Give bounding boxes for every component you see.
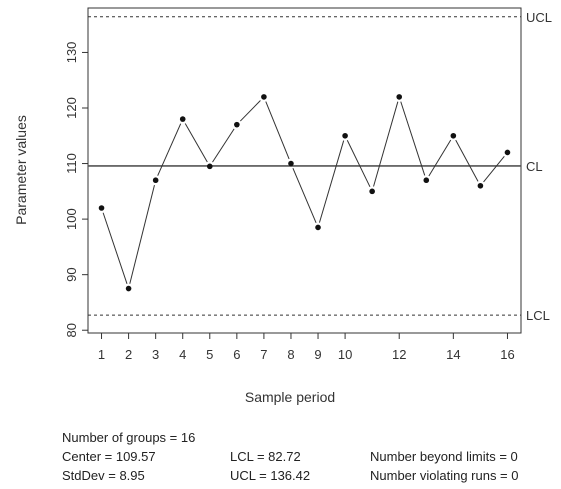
x-tick-label: 5: [206, 347, 213, 362]
cl-label: CL: [526, 159, 543, 174]
y-tick-label: 120: [64, 97, 79, 119]
data-point: [179, 116, 186, 122]
stat-beyond-limits: Number beyond limits = 0: [370, 449, 518, 464]
x-axis-label: Sample period: [245, 389, 335, 405]
x-tick-label: 9: [314, 347, 321, 362]
data-point: [152, 177, 159, 184]
ucl-label: UCL: [526, 10, 552, 25]
x-tick-label: 3: [152, 347, 159, 362]
x-tick-label: 12: [392, 347, 406, 362]
data-point: [98, 205, 105, 211]
series-segment: [373, 101, 399, 187]
y-axis: 80 90 100 110 120 130: [64, 42, 88, 337]
series-segment: [455, 139, 479, 182]
y-tick-label: 130: [64, 42, 79, 64]
y-tick-label: 110: [64, 153, 79, 174]
data-point: [477, 182, 484, 189]
stat-center: Center = 109.57: [62, 449, 156, 464]
series-segment: [212, 128, 235, 163]
data-point: [261, 94, 267, 100]
series-segment: [483, 156, 505, 183]
x-tick-label: 10: [338, 347, 352, 362]
data-series: [98, 94, 511, 292]
y-tick-label: 100: [64, 208, 79, 230]
stat-groups: Number of groups = 16: [62, 430, 196, 445]
y-tick-label: 90: [64, 267, 79, 281]
data-point: [450, 132, 457, 139]
data-point: [315, 224, 321, 231]
data-point: [206, 163, 213, 170]
data-point: [369, 188, 375, 195]
data-point: [342, 132, 348, 139]
data-point: [504, 149, 511, 156]
stat-lcl: LCL = 82.72: [230, 449, 301, 464]
series-segment: [346, 140, 371, 188]
x-tick-label: 6: [233, 347, 240, 362]
series-segment: [239, 100, 261, 122]
series-segment: [428, 139, 452, 177]
lcl-label: LCL: [526, 308, 550, 323]
stat-violating-runs: Number violating runs = 0: [370, 468, 519, 483]
series-segment: [292, 167, 317, 224]
x-tick-label: 1: [98, 347, 105, 362]
stat-ucl: UCL = 136.42: [230, 468, 311, 483]
series-segment: [265, 101, 290, 160]
x-tick-label: 8: [287, 347, 294, 362]
control-limits: UCL CL LCL: [88, 10, 552, 323]
x-axis: 1 2 3 4 5 6 7 8 9 10 12 14 16: [98, 333, 515, 362]
x-tick-label: 16: [500, 347, 514, 362]
x-tick-label: 2: [125, 347, 132, 362]
y-tick-label: 80: [64, 323, 79, 337]
x-tick-label: 14: [446, 347, 460, 362]
data-point: [125, 285, 132, 292]
y-axis-label: Parameter values: [13, 115, 29, 225]
data-point: [288, 160, 294, 167]
x-tick-label: 7: [260, 347, 267, 362]
series-segment: [318, 140, 345, 223]
series-segment: [102, 212, 128, 284]
stat-stddev: StdDev = 8.95: [62, 468, 145, 483]
data-point: [396, 94, 403, 100]
x-tick-label: 4: [179, 347, 186, 362]
plot-frame: [87, 7, 522, 334]
data-point: [234, 121, 240, 128]
series-segment: [129, 184, 155, 284]
series-segment: [400, 101, 426, 176]
series-segment: [184, 123, 208, 163]
data-point: [423, 177, 430, 184]
series-segment: [157, 123, 182, 176]
